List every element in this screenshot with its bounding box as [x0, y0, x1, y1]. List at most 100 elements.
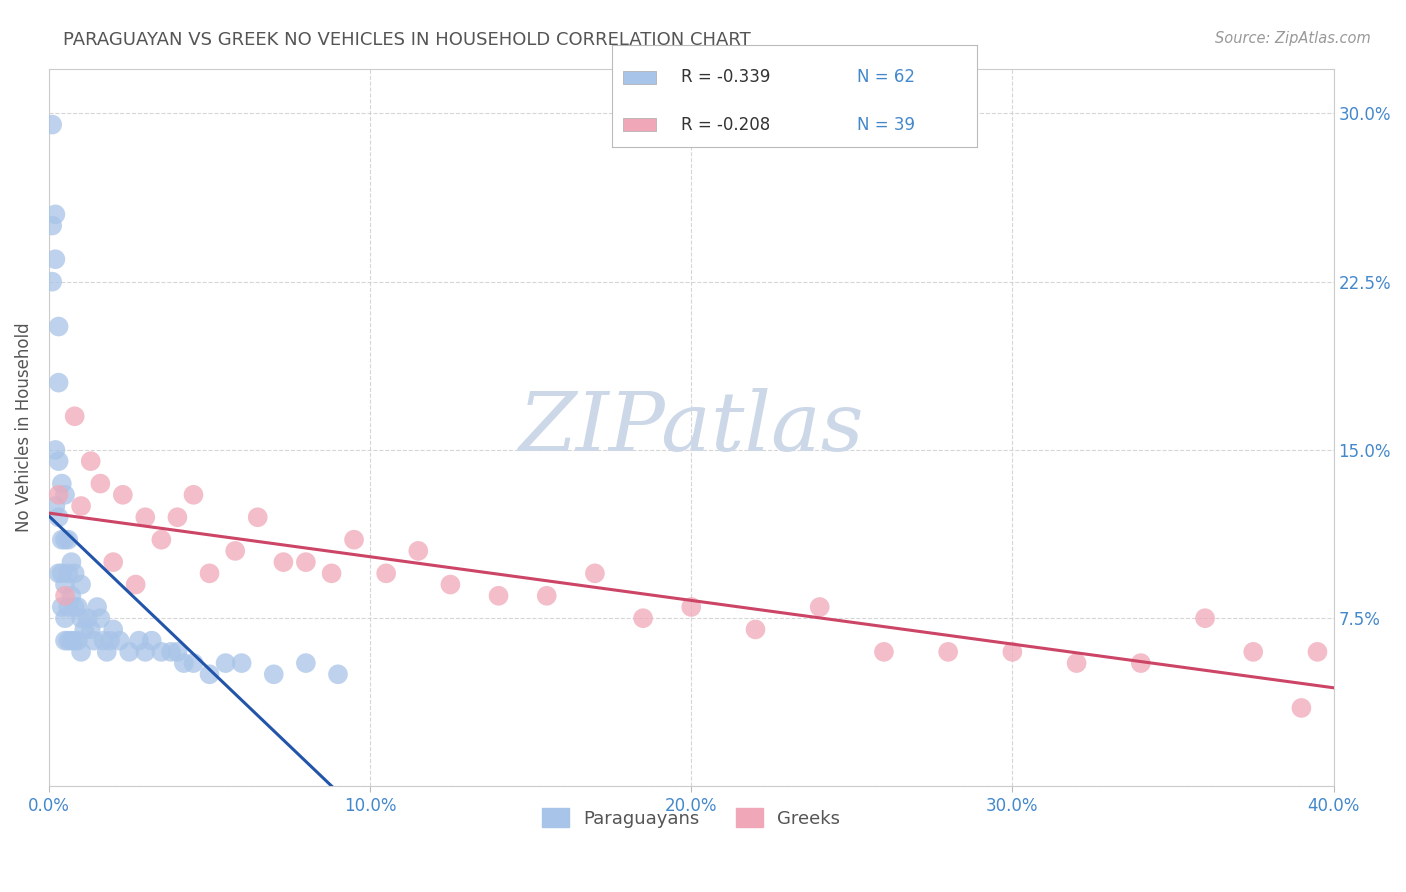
Point — [48, 319, 70, 334]
FancyBboxPatch shape — [623, 118, 655, 131]
Point — [60, 589, 83, 603]
Point — [183, 488, 205, 502]
Point — [198, 566, 221, 581]
Point — [70, 645, 93, 659]
Point — [128, 633, 150, 648]
Point — [214, 656, 236, 670]
Point — [51, 476, 73, 491]
Point — [48, 376, 70, 390]
Point — [60, 555, 83, 569]
Point — [63, 599, 86, 614]
Point — [160, 645, 183, 659]
Point — [51, 533, 73, 547]
Y-axis label: No Vehicles in Household: No Vehicles in Household — [15, 323, 32, 533]
Point — [41, 275, 63, 289]
Point — [166, 645, 188, 659]
Point — [48, 510, 70, 524]
Point — [41, 118, 63, 132]
Point — [41, 219, 63, 233]
Point — [58, 633, 80, 648]
Point — [51, 566, 73, 581]
Point — [166, 510, 188, 524]
Point — [1001, 645, 1024, 659]
Point — [1194, 611, 1216, 625]
Point — [44, 252, 66, 267]
Point — [70, 611, 93, 625]
Point — [66, 599, 89, 614]
Point — [326, 667, 349, 681]
Point — [53, 589, 76, 603]
Point — [103, 623, 125, 637]
Point — [80, 454, 103, 468]
Point — [44, 499, 66, 513]
Point — [681, 599, 703, 614]
Point — [63, 566, 86, 581]
Point — [58, 599, 80, 614]
Text: R = -0.208: R = -0.208 — [681, 116, 770, 134]
Point — [111, 488, 134, 502]
Point — [66, 633, 89, 648]
Point — [1291, 701, 1313, 715]
Point — [173, 656, 195, 670]
Point — [58, 533, 80, 547]
Text: PARAGUAYAN VS GREEK NO VEHICLES IN HOUSEHOLD CORRELATION CHART: PARAGUAYAN VS GREEK NO VEHICLES IN HOUSE… — [63, 31, 751, 49]
Point — [70, 499, 93, 513]
Point — [53, 633, 76, 648]
Point — [58, 566, 80, 581]
Point — [44, 207, 66, 221]
Point — [1241, 645, 1264, 659]
Point — [936, 645, 959, 659]
Point — [183, 656, 205, 670]
Point — [808, 599, 831, 614]
Point — [63, 409, 86, 424]
Point — [150, 645, 173, 659]
Point — [96, 645, 118, 659]
Point — [53, 577, 76, 591]
Text: N = 62: N = 62 — [856, 69, 914, 87]
Point — [343, 533, 366, 547]
Point — [124, 577, 146, 591]
Point — [583, 566, 606, 581]
Point — [488, 589, 510, 603]
Point — [48, 454, 70, 468]
Point — [48, 566, 70, 581]
Point — [1066, 656, 1088, 670]
Point — [51, 599, 73, 614]
Point — [73, 623, 96, 637]
Point — [86, 599, 108, 614]
Point — [321, 566, 343, 581]
Point — [1129, 656, 1152, 670]
Text: R = -0.339: R = -0.339 — [681, 69, 770, 87]
Point — [53, 611, 76, 625]
Point — [53, 533, 76, 547]
Point — [70, 577, 93, 591]
Point — [76, 611, 98, 625]
Point — [295, 656, 318, 670]
Point — [53, 488, 76, 502]
Point — [98, 633, 121, 648]
Point — [536, 589, 558, 603]
Point — [89, 611, 111, 625]
Text: N = 39: N = 39 — [856, 116, 914, 134]
Point — [1306, 645, 1329, 659]
Point — [295, 555, 318, 569]
Point — [224, 544, 246, 558]
Point — [631, 611, 654, 625]
Point — [141, 633, 163, 648]
Point — [263, 667, 285, 681]
Point — [439, 577, 461, 591]
Point — [48, 488, 70, 502]
Point — [89, 476, 111, 491]
Point — [93, 633, 115, 648]
Text: Source: ZipAtlas.com: Source: ZipAtlas.com — [1215, 31, 1371, 46]
Point — [231, 656, 253, 670]
Point — [744, 623, 766, 637]
Point — [44, 442, 66, 457]
FancyBboxPatch shape — [623, 70, 655, 84]
Text: ZIPatlas: ZIPatlas — [519, 387, 865, 467]
Point — [83, 633, 105, 648]
Point — [134, 645, 156, 659]
Point — [60, 633, 83, 648]
Point — [246, 510, 269, 524]
Point — [873, 645, 896, 659]
